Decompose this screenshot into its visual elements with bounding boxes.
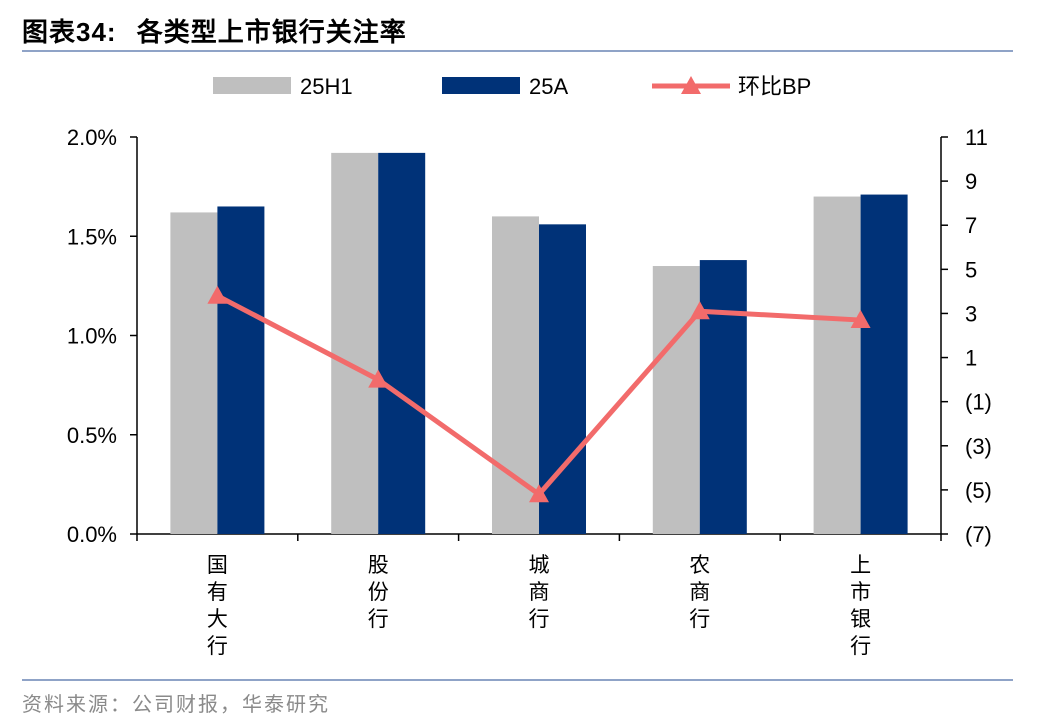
category-label-3: 农商行 — [689, 553, 710, 631]
left-tick-label: 0.5% — [67, 423, 117, 448]
right-tick-label: (5) — [965, 478, 992, 503]
legend-swatch-25H1 — [213, 77, 291, 94]
right-tick-label: (3) — [965, 434, 992, 459]
category-char: 有 — [207, 580, 228, 604]
right-tick-label: (7) — [965, 522, 992, 547]
legend-label-25H1: 25H1 — [300, 74, 353, 99]
category-char: 银 — [850, 607, 871, 631]
right-tick-label: 7 — [965, 213, 977, 238]
category-char: 城 — [529, 553, 550, 577]
left-tick-label: 1.5% — [67, 224, 117, 249]
right-tick-label: 3 — [965, 301, 977, 326]
left-tick-label: 1.0% — [67, 324, 117, 349]
right-tick-label: 5 — [965, 257, 977, 282]
left-tick-label: 0.0% — [67, 522, 117, 547]
category-char: 行 — [689, 607, 710, 631]
bar-25A-0 — [217, 206, 264, 534]
category-char: 行 — [850, 634, 871, 658]
category-char: 行 — [529, 607, 550, 631]
right-tick-label: 11 — [965, 125, 988, 150]
right-tick-label: 1 — [965, 346, 977, 371]
category-char: 份 — [368, 580, 389, 604]
bar-25H1-0 — [170, 212, 217, 534]
bar-25A-3 — [700, 260, 747, 534]
category-char: 农 — [689, 553, 710, 577]
source-note: 资料来源：公司财报，华泰研究 — [22, 688, 330, 717]
bar-25A-4 — [861, 195, 908, 534]
category-char: 国 — [207, 553, 228, 577]
legend-swatch-25A — [442, 77, 520, 94]
category-char: 股 — [368, 553, 389, 577]
category-char: 商 — [529, 580, 550, 604]
right-tick-label: (1) — [965, 390, 992, 415]
category-char: 商 — [689, 580, 710, 604]
category-char: 行 — [207, 634, 228, 658]
right-tick-label: 9 — [965, 169, 977, 194]
bar-25H1-4 — [814, 197, 861, 534]
category-char: 上 — [850, 553, 871, 577]
category-label-4: 上市银行 — [850, 553, 871, 658]
bottom-rule — [22, 679, 1013, 681]
legend-label-bp: 环比BP — [738, 74, 811, 99]
bar-25H1-3 — [653, 266, 700, 534]
category-label-1: 股份行 — [368, 553, 389, 631]
left-tick-label: 2.0% — [67, 125, 117, 150]
category-char: 大 — [207, 607, 228, 631]
category-label-2: 城商行 — [529, 553, 550, 631]
bar-25A-1 — [378, 153, 425, 534]
category-char: 行 — [368, 607, 389, 631]
chart-canvas: 0.0% 0.5% 1.0% 1.5% 2.0% (7) (5) (3) (1) 1 3 5 7 9 11 国… — [0, 0, 1048, 728]
category-char: 市 — [850, 580, 871, 604]
bar-25H1-1 — [331, 153, 378, 534]
legend-label-25A: 25A — [529, 74, 568, 99]
